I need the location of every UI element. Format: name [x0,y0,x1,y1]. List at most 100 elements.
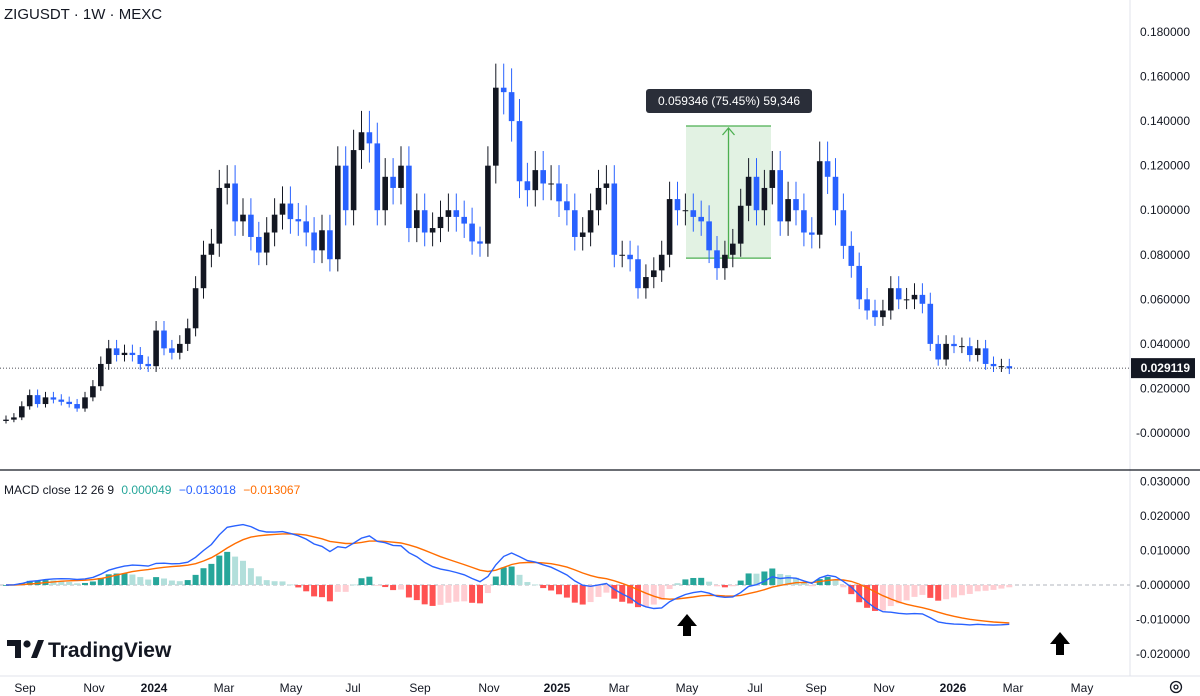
macd-hist-bar [895,585,902,604]
candle-body [658,254,665,271]
macd-hist-bar [247,568,254,585]
candle-body [967,346,973,356]
candle-body [840,210,847,246]
macd-tick-label: 0.030000 [1140,475,1190,489]
candle-body [951,343,957,347]
macd-legend-macd: −0.013018 [179,483,236,497]
macd-hist-bar [682,579,689,585]
macd-hist-bar [998,585,1005,589]
macd-hist-bar [658,585,665,600]
candle-body [903,299,910,301]
candle-body [129,352,136,356]
candle-body [643,277,649,289]
candle-body [287,203,294,220]
candle-body [279,203,286,215]
macd-hist-bar [753,573,760,585]
candle-body [761,187,768,211]
time-tick-label: 2024 [141,681,168,695]
price-tick-label: -0.000000 [1136,426,1190,440]
macd-hist-bar [334,585,341,592]
candle-body [500,87,507,93]
macd-hist-bar [911,585,918,597]
candle-body [611,183,618,255]
macd-hist-bar [943,585,950,600]
candle-body [753,176,760,211]
measure-tool[interactable]: 0.059346 (75.45%) 59,346 [646,89,812,259]
price-tick-label: 0.120000 [1140,159,1190,173]
candle-body [421,210,428,233]
macd-hist-bar [153,577,160,585]
tradingview-logo[interactable]: TradingView [7,639,172,662]
candle-body [493,87,499,166]
candle-body [271,214,278,233]
candle-body [74,404,80,409]
macd-hist-bar [192,574,199,585]
candle-body [508,92,515,122]
candle-body [145,363,151,367]
macd-hist-bar [808,585,815,587]
time-tick-label: May [676,681,699,695]
macd-hist-bar [587,585,594,603]
macd-hist-bar [216,555,223,585]
macd-hist-bar [966,585,973,594]
macd-hist-bar [74,583,81,585]
candle-body [603,183,610,188]
chart-settings-gear-icon[interactable] [1169,680,1183,694]
candle-body [453,210,460,217]
candle-body [730,243,736,255]
candle-body [208,243,215,255]
time-tick-label: May [280,681,303,695]
macd-y-axis: 0.030000 0.020000 0.010000 -0.000000 -0.0100… [1136,475,1190,662]
candle-body [248,214,254,237]
macd-tick-label: -0.000000 [1136,578,1190,592]
price-tick-label: 0.100000 [1140,203,1190,217]
price-tick-label: 0.040000 [1140,337,1190,351]
candle-body [556,183,562,202]
time-tick-label: Mar [609,681,630,695]
macd-hist-bar [785,575,792,585]
macd-tick-label: 0.020000 [1140,509,1190,523]
time-tick-label: Nov [478,681,499,695]
macd-hist-bar [721,585,728,588]
macd-hist-bar [595,585,602,597]
macd-hist-bar [390,585,397,591]
macd-tick-label: -0.010000 [1136,613,1190,627]
candle-body [232,183,238,222]
candle-body [406,165,412,229]
candle-body [82,397,88,409]
candle-body [161,330,167,349]
macd-legend: MACD close 12 26 9 0.000049 −0.013018 −0… [4,483,301,497]
macd-hist-bar [184,580,191,585]
macd-tick-label: 0.010000 [1140,544,1190,558]
candle-body [856,265,862,300]
macd-hist-bar [405,585,412,598]
macd-hist-bar [129,574,136,585]
macd-hist-bar [382,585,389,588]
macd-hist-bar [603,585,610,593]
candle-body [848,245,855,266]
candle-body [777,170,783,222]
macd-hist-bar [413,585,420,601]
macd-hist-bar [429,585,436,606]
macd-hist-bar [319,585,325,598]
macd-hist-bar [903,585,910,601]
macd-hist-bar [342,585,349,592]
price-tick-label: 0.060000 [1140,292,1190,306]
macd-hist-bar [642,585,649,607]
macd-hist-bar [579,585,586,605]
macd-hist-bar [200,568,207,585]
macd-hist-bar [1006,585,1013,588]
macd-hist-bar [650,585,657,605]
candle-body [327,230,333,260]
price-tick-label: 0.140000 [1140,114,1190,128]
candle-body [90,386,96,398]
macd-hist-bar [105,574,112,585]
last-price-label-bg [1131,358,1195,379]
time-tick-label: Mar [214,681,235,695]
macd-hist-bar [176,581,183,585]
candle-body [888,288,894,311]
time-tick-label: Sep [14,681,36,695]
candle-body [698,216,704,222]
macd-hist-bar [563,585,570,598]
candle-body [579,232,586,237]
